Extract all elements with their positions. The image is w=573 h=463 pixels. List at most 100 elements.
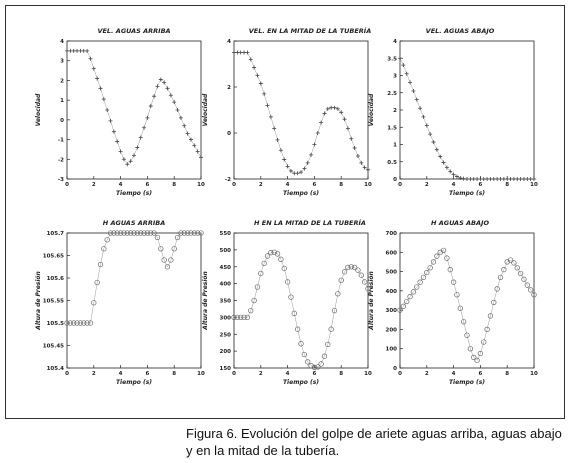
data-point	[238, 314, 244, 321]
data-point	[507, 257, 514, 263]
chart-title: H AGUAS ABAJO	[431, 219, 489, 227]
x-tick-label: 0	[65, 182, 69, 188]
data-point	[434, 147, 439, 152]
x-tick-label: 0	[398, 371, 402, 377]
data-point	[532, 177, 536, 181]
chart-title: VEL. EN LA MITAD DE LA TUBERÍA	[249, 26, 372, 35]
data-point	[121, 230, 127, 236]
y-tick-label: 300	[220, 315, 232, 321]
data-point	[321, 353, 328, 359]
data-point	[91, 300, 97, 306]
y-axis-label: Altura de Presión	[368, 271, 375, 331]
series-line	[67, 50, 202, 165]
data-point	[105, 108, 110, 112]
data-point	[67, 320, 73, 326]
data-point	[85, 48, 90, 53]
data-point	[148, 104, 153, 109]
data-point	[281, 265, 287, 272]
x-tick-label: 2	[259, 371, 263, 377]
data-point	[521, 276, 527, 282]
data-point	[134, 230, 141, 236]
data-point	[98, 86, 103, 91]
data-point	[498, 177, 503, 181]
data-point	[408, 80, 413, 85]
data-point	[97, 261, 104, 268]
x-tick-label: 8	[172, 371, 176, 377]
data-point	[461, 176, 466, 181]
caption-lead: Figura 6.	[186, 426, 238, 441]
data-point	[488, 177, 493, 181]
data-point	[164, 264, 171, 270]
y-tick-label: 105.4	[47, 366, 65, 372]
data-point	[311, 364, 318, 370]
x-tick-label: 0	[398, 182, 402, 188]
data-point	[521, 177, 526, 181]
y-tick-label: 105.7	[47, 231, 65, 237]
chart-2: VEL. EN LA MITAD DE LA TUBERÍA Tiempo (s)…	[202, 26, 372, 197]
data-point	[81, 48, 86, 53]
data-point	[71, 48, 76, 53]
data-point	[319, 120, 324, 125]
y-tick-label: 2.5	[387, 91, 397, 97]
y-tick-label: 250	[220, 332, 232, 338]
data-point	[414, 97, 419, 102]
data-point	[268, 249, 274, 256]
data-point	[174, 234, 181, 241]
data-point	[288, 168, 293, 173]
data-point	[199, 155, 203, 160]
series-line	[234, 251, 369, 368]
data-point	[171, 246, 177, 252]
data-point	[345, 264, 351, 271]
data-point	[525, 177, 530, 181]
data-point	[291, 310, 297, 316]
y-tick-label: 200	[220, 349, 232, 355]
data-point	[132, 153, 136, 158]
data-point	[84, 320, 90, 326]
data-point	[352, 145, 357, 150]
data-point	[497, 274, 504, 281]
y-tick-label: 105.55	[43, 299, 64, 305]
y-tick-label: 500	[220, 248, 232, 254]
data-point	[481, 339, 487, 345]
data-point	[288, 294, 294, 300]
data-point	[531, 292, 537, 298]
x-tick-label: 0	[65, 371, 69, 377]
data-point	[430, 259, 437, 265]
data-point	[404, 298, 410, 305]
data-point	[104, 237, 110, 243]
data-point	[305, 359, 311, 365]
x-tick-label: 10	[364, 182, 372, 188]
data-point	[158, 77, 163, 82]
chart-grid: VEL. AGUAS ARRIBA Tiempo (s) Velocidad 0 2 4 6…	[35, 26, 538, 386]
x-axis-label: Tiempo (s)	[116, 379, 152, 386]
data-point	[467, 346, 474, 352]
data-point	[397, 307, 403, 313]
data-point	[515, 177, 520, 181]
data-point	[315, 131, 320, 135]
data-point	[65, 48, 69, 53]
x-tick-label: 6	[478, 182, 482, 188]
data-point	[241, 314, 247, 321]
y-tick-label: -3	[58, 177, 64, 183]
data-point	[198, 230, 204, 236]
data-point	[410, 289, 417, 295]
series-line	[234, 52, 369, 174]
data-point	[518, 177, 523, 181]
data-point	[274, 251, 281, 257]
data-point	[168, 257, 174, 263]
x-tick-label: 10	[530, 371, 538, 377]
data-point	[265, 103, 270, 108]
data-point	[182, 123, 187, 128]
x-tick-label: 2	[92, 182, 96, 188]
y-tick-label: 600	[386, 250, 398, 256]
data-point	[95, 76, 100, 81]
data-point	[349, 136, 354, 141]
data-point	[275, 137, 280, 142]
y-tick-label: 450	[220, 265, 232, 271]
data-point	[152, 94, 157, 99]
data-point	[524, 282, 530, 288]
data-point	[298, 341, 304, 347]
data-point	[261, 260, 267, 267]
data-point	[528, 287, 534, 293]
data-point	[528, 177, 533, 181]
